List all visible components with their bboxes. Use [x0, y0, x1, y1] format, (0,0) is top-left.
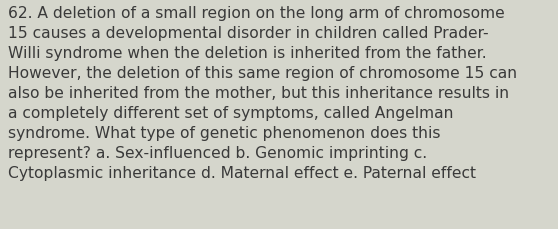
Text: 62. A deletion of a small region on the long arm of chromosome
15 causes a devel: 62. A deletion of a small region on the …: [8, 6, 517, 180]
